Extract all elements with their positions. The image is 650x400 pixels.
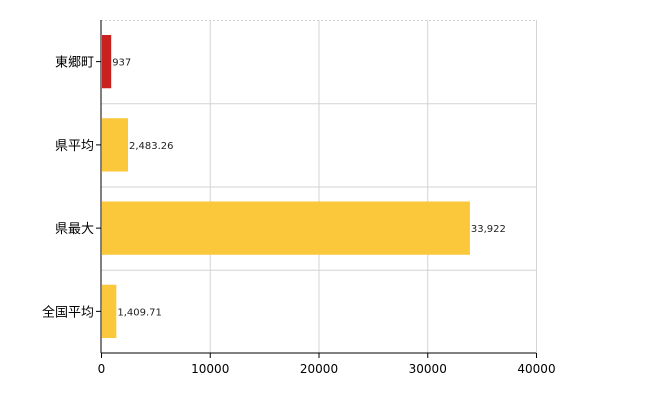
x-tick-label: 0 xyxy=(98,362,106,376)
data-label: 2,483.26 xyxy=(129,141,174,152)
category-label: 全国平均 xyxy=(42,304,94,320)
category-label: 県最大 xyxy=(55,222,94,237)
data-label: 33,922 xyxy=(471,224,506,235)
axes xyxy=(96,20,537,358)
x-tick-label: 30000 xyxy=(409,362,447,376)
bars xyxy=(102,34,470,339)
bar xyxy=(102,284,117,339)
bar xyxy=(102,34,112,89)
x-tick-label: 20000 xyxy=(300,362,338,376)
tick-labels: 0 10000 20000 30000 40000 xyxy=(98,362,556,376)
category-label: 東郷町 xyxy=(55,55,94,71)
x-tick-label: 10000 xyxy=(191,362,229,376)
x-tick-label: 40000 xyxy=(517,362,555,376)
data-label: 937 xyxy=(112,58,131,69)
bar xyxy=(102,118,129,172)
data-labels: 937 2,483.26 33,922 1,409.71 xyxy=(112,58,506,319)
data-label: 1,409.71 xyxy=(117,307,162,318)
grid-lines xyxy=(101,20,537,353)
category-label: 県平均 xyxy=(55,139,94,154)
bar xyxy=(102,201,470,255)
